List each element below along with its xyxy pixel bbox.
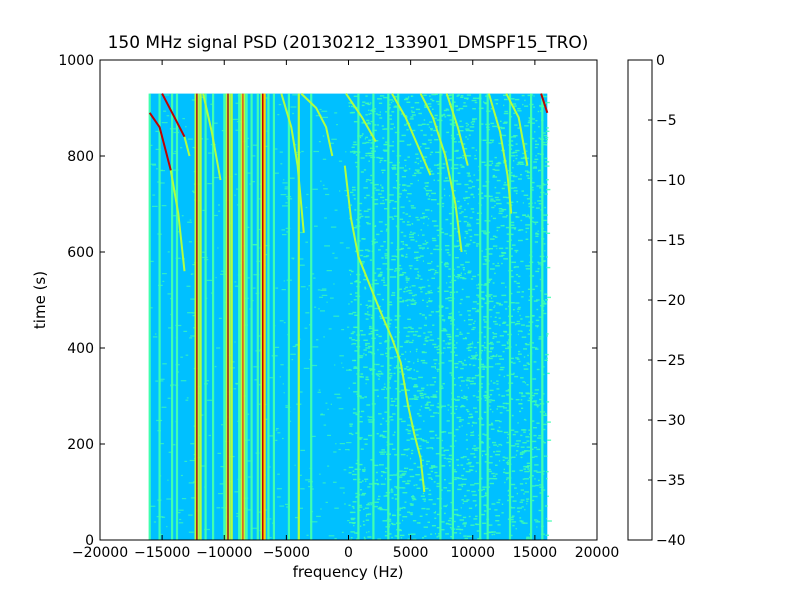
colorbar-tick-label: −5 bbox=[656, 113, 677, 129]
drift-track-10 bbox=[419, 93, 463, 253]
colorbar-tick-label: 0 bbox=[656, 53, 665, 69]
spectral-line-1 bbox=[158, 93, 161, 540]
spectral-line-4 bbox=[196, 93, 198, 540]
spectral-line-3 bbox=[175, 93, 179, 540]
spectral-line-23 bbox=[357, 93, 360, 540]
x-tick-label: −5000 bbox=[263, 545, 310, 561]
drift-track-6 bbox=[300, 92, 334, 157]
x-axis-label: frequency (Hz) bbox=[293, 563, 404, 581]
colorbar: −40 −35 −30 −25 −20 −15 −10 −5 0 bbox=[627, 53, 686, 549]
spectral-line-2 bbox=[171, 93, 174, 540]
spectral-line-7 bbox=[212, 93, 215, 540]
heatmap-area bbox=[148, 92, 552, 540]
colorbar-tick-label: −15 bbox=[656, 233, 686, 249]
x-tick-label: −20000 bbox=[72, 545, 128, 561]
spectral-line-20 bbox=[287, 93, 290, 540]
y-axis-label: time (s) bbox=[31, 271, 49, 329]
x-tick-label: 10000 bbox=[450, 545, 495, 561]
spectral-line-27 bbox=[439, 93, 442, 540]
drift-track-3 bbox=[183, 136, 191, 157]
y-tick-label: 1000 bbox=[58, 53, 94, 69]
colorbar-tick-label: −40 bbox=[656, 533, 686, 549]
x-tick-label: 15000 bbox=[513, 545, 558, 561]
spectral-line-29 bbox=[479, 93, 482, 540]
spectral-line-13 bbox=[245, 93, 248, 540]
drift-track-5 bbox=[280, 93, 305, 233]
drift-track-12 bbox=[487, 93, 513, 214]
y-tick-label: 800 bbox=[67, 149, 94, 165]
drift-track-7 bbox=[345, 93, 377, 143]
spectral-line-8 bbox=[223, 93, 226, 540]
spectral-line-24 bbox=[372, 93, 375, 540]
drift-track-14 bbox=[540, 93, 549, 114]
spectral-line-21 bbox=[297, 93, 300, 540]
drift-track-8 bbox=[343, 165, 426, 493]
spectral-line-15 bbox=[256, 93, 259, 540]
spectral-line-32 bbox=[530, 93, 533, 540]
x-tick-label: 20000 bbox=[575, 545, 620, 561]
colorbar-tick-label: −20 bbox=[656, 293, 686, 309]
x-tick-label: −10000 bbox=[196, 545, 252, 561]
drift-track-9 bbox=[391, 93, 432, 176]
spectral-line-17 bbox=[263, 93, 266, 540]
drift-track-11 bbox=[445, 93, 469, 166]
spectral-line-19 bbox=[272, 93, 275, 540]
y-tick-label: 400 bbox=[67, 341, 94, 357]
spectral-line-26 bbox=[397, 93, 400, 540]
spectral-line-16 bbox=[262, 93, 264, 540]
x-tick-label: −15000 bbox=[134, 545, 190, 561]
y-tick-label: 0 bbox=[85, 533, 94, 549]
drift-track-2 bbox=[161, 93, 186, 138]
x-axis: −20000 −15000 −10000 −5000 0 5000 10000 15000 20… bbox=[72, 60, 619, 561]
drift-track-0 bbox=[148, 112, 172, 171]
drift-track-4 bbox=[202, 93, 222, 181]
y-tick-label: 600 bbox=[67, 245, 94, 261]
x-tick-label: 0 bbox=[344, 545, 353, 561]
spectral-line-6 bbox=[204, 93, 207, 540]
colorbar-tick-label: −25 bbox=[656, 353, 686, 369]
drift-track-13 bbox=[505, 93, 529, 166]
spectral-line-10 bbox=[230, 93, 233, 540]
spectral-line-22 bbox=[310, 93, 313, 540]
spectral-line-25 bbox=[387, 93, 390, 540]
spectral-line-11 bbox=[238, 93, 241, 540]
spectral-line-5 bbox=[199, 93, 202, 540]
spectral-line-30 bbox=[486, 93, 489, 540]
colorbar-tick-label: −10 bbox=[656, 173, 686, 189]
y-axis: 0 200 400 600 800 1000 bbox=[58, 53, 597, 549]
spectral-line-14 bbox=[250, 93, 253, 540]
y-tick-label: 200 bbox=[67, 437, 94, 453]
spectral-line-0 bbox=[148, 93, 151, 540]
spectral-line-31 bbox=[508, 93, 512, 540]
colorbar-tick-label: −35 bbox=[656, 473, 686, 489]
spectral-line-33 bbox=[541, 93, 544, 540]
colorbar-tick-label: −30 bbox=[656, 413, 686, 429]
x-tick-label: 5000 bbox=[393, 545, 429, 561]
drift-track-1 bbox=[169, 170, 186, 272]
spectral-line-28 bbox=[451, 93, 454, 540]
chart-title: 150 MHz signal PSD (20130212_133901_DMSP… bbox=[108, 33, 589, 53]
spectral-line-18 bbox=[267, 93, 270, 540]
spectral-line-9 bbox=[227, 93, 229, 540]
spectral-line-12 bbox=[242, 93, 244, 540]
